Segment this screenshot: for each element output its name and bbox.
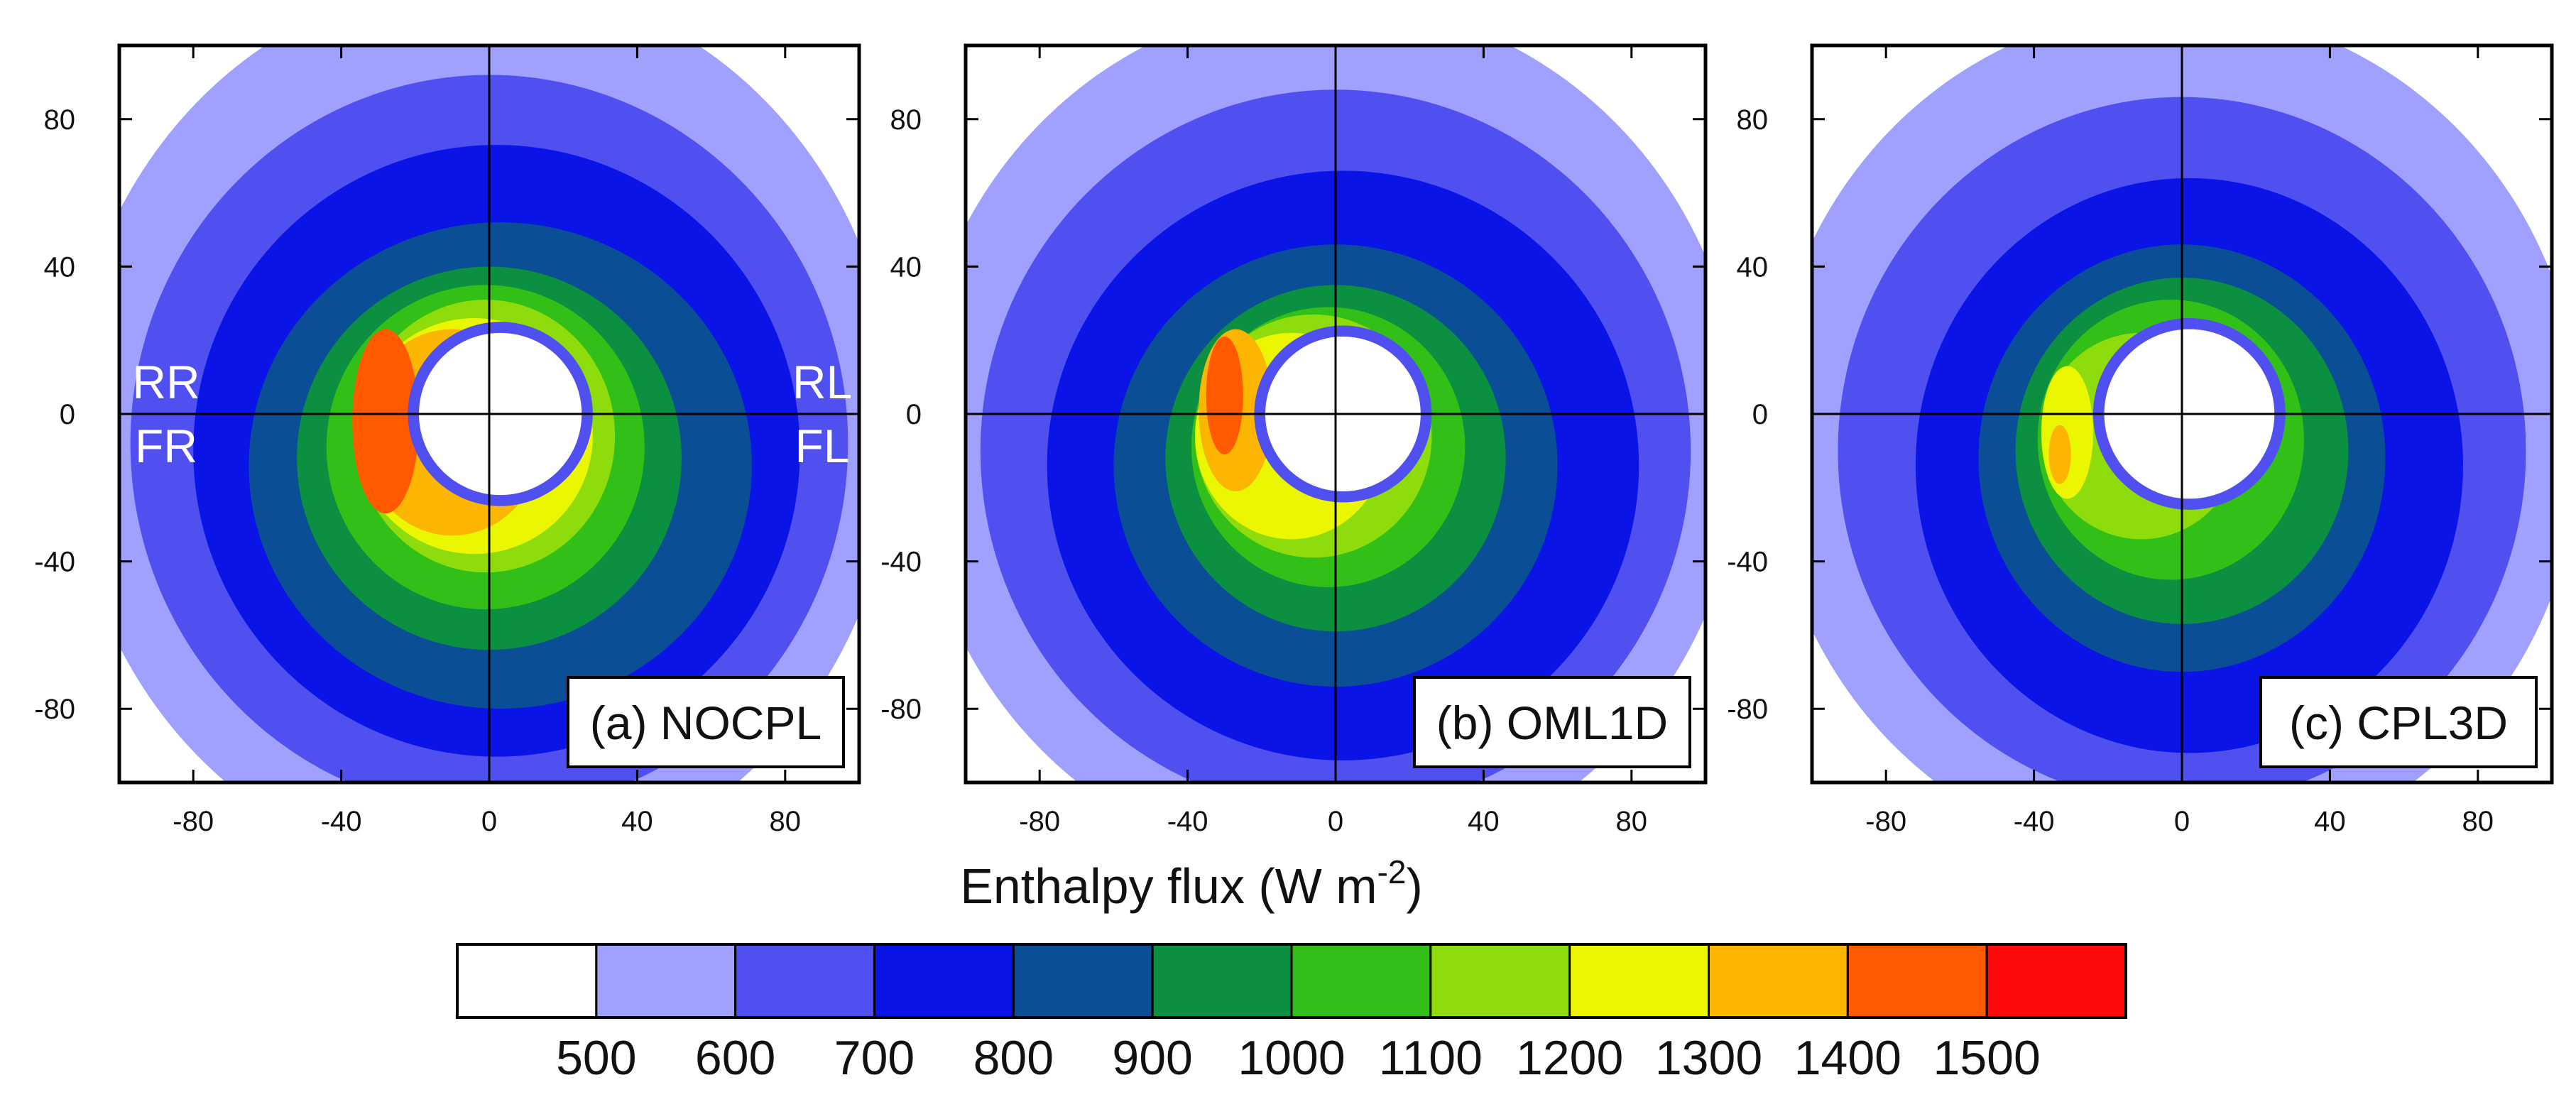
- x-tick-label: -80: [173, 806, 214, 837]
- panel-label: (a) NOCPL: [590, 697, 822, 749]
- colorbar-label: 900: [1112, 1031, 1192, 1085]
- y-tick-label: 80: [1737, 104, 1769, 136]
- colorbar-box: [456, 943, 598, 1019]
- colorbar-label: 1500: [1933, 1031, 2041, 1085]
- panel-label-box: [567, 676, 845, 768]
- panel-label: (c) CPL3D: [2289, 697, 2508, 749]
- x-axis-title: Enthalpy flux (W m-2): [960, 853, 1423, 914]
- colorbar-frame: [456, 943, 2127, 1019]
- quadrant-label-rr: RR: [132, 356, 200, 408]
- panel-label: (b) OML1D: [1436, 697, 1668, 749]
- colorbar-box: [595, 943, 737, 1019]
- y-tick-label: -80: [1727, 694, 1768, 725]
- colorbar-box: [1151, 943, 1293, 1019]
- quadrant-label-rl: RL: [792, 356, 852, 408]
- colorbar-label: 800: [973, 1031, 1054, 1085]
- x-tick-label: 80: [770, 806, 802, 837]
- contour-band-1400: [1206, 337, 1243, 455]
- colorbar-label: 600: [695, 1031, 775, 1085]
- panel-1: -80 -40 0 40 80 80 40 0 -40 -80 (a) NOCPL RR FR RL FL: [34, 43, 861, 837]
- colorbar-box: [1846, 943, 1988, 1019]
- y-tick-label: 40: [44, 251, 76, 283]
- x-tick-label: 80: [1616, 806, 1648, 837]
- quadrant-label-fl: FL: [795, 420, 849, 472]
- y-tick-label: 0: [906, 399, 922, 430]
- y-tick-label: -40: [1727, 547, 1768, 578]
- colorbar-label: 1000: [1238, 1031, 1345, 1085]
- contour-band-1200: [2041, 366, 2093, 499]
- x-tick-label: -40: [321, 806, 362, 837]
- x-tick-label: 0: [2174, 806, 2190, 837]
- colorbar: 500 600 700 800 900 1000 1100 1200 1300 1400 1500: [456, 943, 2127, 1085]
- x-tick-label: 40: [2314, 806, 2346, 837]
- y-tick-label: 0: [1752, 399, 1768, 430]
- colorbar-box: [1012, 943, 1154, 1019]
- y-tick-label: -40: [880, 547, 922, 578]
- x-axis-title-main: Enthalpy flux (W m: [960, 858, 1377, 914]
- y-tick-label: 80: [890, 104, 922, 136]
- x-tick-label: 40: [1468, 806, 1500, 837]
- panel-label-box: [2259, 676, 2538, 768]
- panel-2: -80 -40 0 40 80 80 40 0 -40 -80 (b) OML1D: [880, 43, 1708, 837]
- x-tick-label: 0: [1328, 806, 1343, 837]
- y-tick-label: 40: [890, 251, 922, 283]
- colorbar-box: [1429, 943, 1571, 1019]
- contour-band-1300: [2048, 425, 2071, 484]
- colorbar-box: [873, 943, 1015, 1019]
- x-axis-title-close: ): [1406, 858, 1422, 914]
- colorbar-label: 1300: [1655, 1031, 1762, 1085]
- x-axis-title-sup: -2: [1377, 853, 1407, 890]
- colorbar-label: 1100: [1379, 1031, 1483, 1085]
- x-tick-label: -40: [2014, 806, 2055, 837]
- x-tick-label: 80: [2462, 806, 2494, 837]
- contour-band-1400: [352, 329, 420, 514]
- x-tick-label: -80: [1019, 806, 1060, 837]
- quadrant-label-fr: FR: [135, 420, 197, 472]
- y-tick-label: 0: [60, 399, 75, 430]
- y-tick-label: -40: [34, 547, 75, 578]
- y-tick-label: -80: [880, 694, 922, 725]
- y-tick-label: 40: [1737, 251, 1769, 283]
- y-tick-label: -80: [34, 694, 75, 725]
- colorbar-label: 1200: [1516, 1031, 1623, 1085]
- x-tick-label: -80: [1865, 806, 1906, 837]
- colorbar-box: [1290, 943, 1432, 1019]
- colorbar-box: [1708, 943, 1849, 1019]
- x-tick-label: -40: [1167, 806, 1208, 837]
- x-tick-label: 40: [621, 806, 653, 837]
- colorbar-box: [1985, 943, 2127, 1019]
- colorbar-label: 1400: [1794, 1031, 1901, 1085]
- panel-3: -80 -40 0 40 80 80 40 0 -40 -80 (c) CPL3D: [1727, 43, 2554, 837]
- x-tick-label: 0: [481, 806, 497, 837]
- colorbar-box: [1568, 943, 1710, 1019]
- plot-area: [119, 45, 859, 782]
- colorbar-label: 500: [556, 1031, 636, 1085]
- colorbar-label: 700: [834, 1031, 915, 1085]
- y-tick-label: 80: [44, 104, 76, 136]
- panel-label-box: [1413, 676, 1691, 768]
- colorbar-box: [734, 943, 875, 1019]
